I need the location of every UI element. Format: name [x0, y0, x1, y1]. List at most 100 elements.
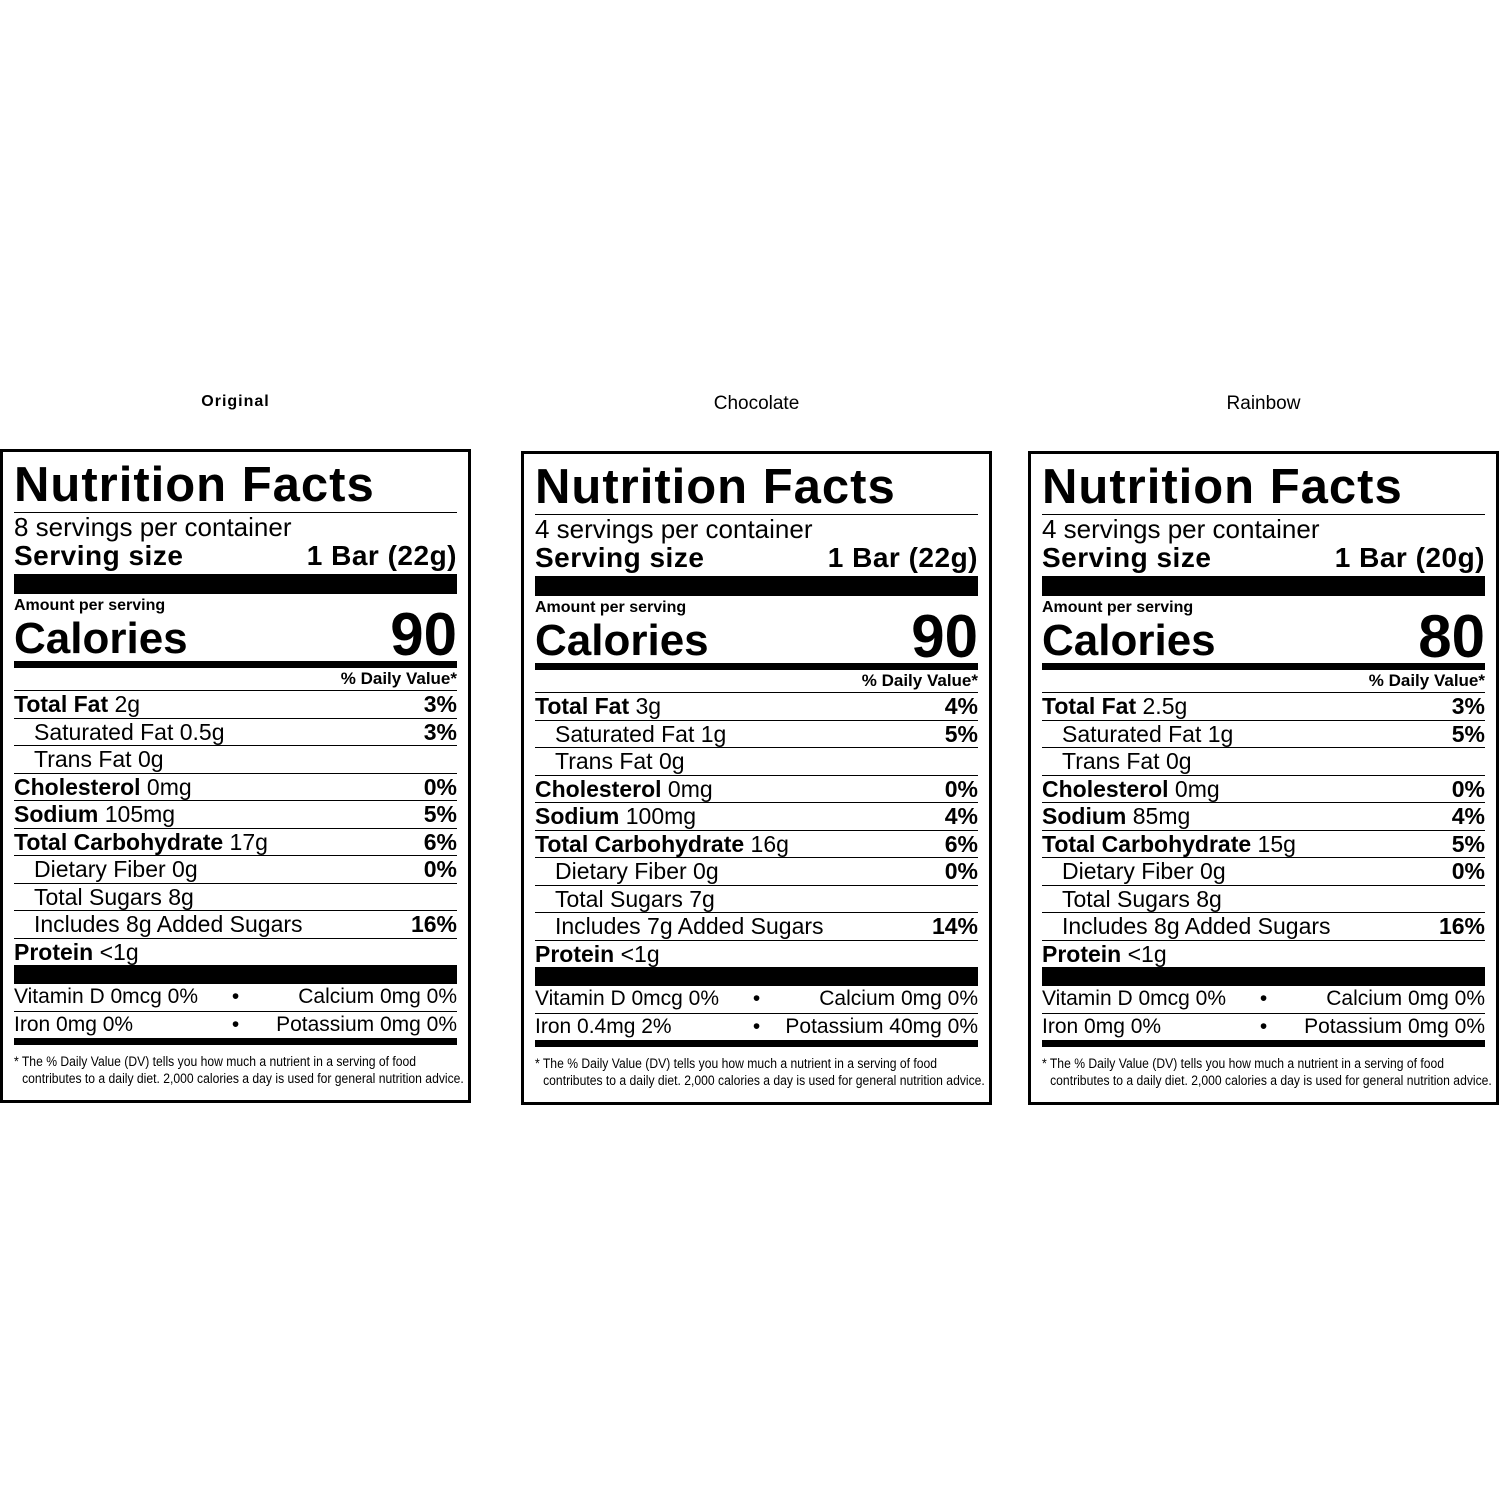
bullet: • — [752, 987, 761, 1010]
nutrient-label: Includes 8g Added Sugars — [1062, 913, 1331, 939]
nutrient-label: Cholesterol — [535, 775, 662, 802]
servings-per-container: 8 servings per container — [14, 512, 292, 542]
daily-value: 6% — [944, 830, 978, 857]
nutrient-row: Includes 8g Added Sugars 16% — [14, 910, 457, 938]
calories-value: 90 — [911, 603, 978, 670]
nutrient-amount: 0g — [1200, 858, 1226, 884]
nutrient-label: Includes 7g Added Sugars — [555, 913, 824, 939]
nutrient-name: Total Sugars 8g — [14, 884, 194, 911]
nutrient-name: Saturated Fat 1g — [1042, 721, 1233, 748]
vitamin-row: Vitamin D 0mcg 0% • Calcium 0mg 0% — [535, 986, 978, 1013]
daily-value: 5% — [1451, 720, 1485, 747]
nutrient-amount: 0g — [137, 746, 164, 772]
nutrient-name: Trans Fat 0g — [535, 748, 685, 775]
daily-value: 0% — [944, 775, 978, 802]
nutrient-label: Trans Fat — [34, 746, 132, 772]
nutrient-name: Total Sugars 8g — [1042, 886, 1222, 913]
nutrient-amount: 0g — [172, 856, 198, 882]
calories-value: 80 — [1418, 603, 1485, 670]
nutrient-row: Saturated Fat 0.5g 3% — [14, 717, 457, 746]
nutrient-row: Total Carbohydrate 17g 6% — [14, 827, 457, 856]
calories-value: 90 — [390, 601, 457, 668]
nutrient-label: Trans Fat — [555, 748, 653, 774]
nutrient-label: Saturated Fat — [34, 718, 174, 745]
daily-value: 5% — [423, 801, 457, 827]
vitamin: Iron 0.4mg 2% — [535, 1014, 672, 1038]
nutrient-row: Trans Fat 0g — [14, 745, 457, 773]
nutrition-label: Nutrition Facts 8 servings per container S… — [0, 449, 471, 1103]
daily-value: 0% — [1451, 858, 1485, 884]
nutrient-row: Dietary Fiber 0g 0% — [1042, 857, 1485, 885]
vitamin-row: Vitamin D 0mcg 0% • Calcium 0mg 0% — [1042, 986, 1485, 1013]
nutrient-row: Total Sugars 7g — [535, 884, 978, 913]
nutrient-name: Saturated Fat 1g — [535, 721, 726, 748]
nutrient-name: Saturated Fat 0.5g — [14, 719, 225, 746]
nutrient-row: Total Sugars 8g — [1042, 884, 1485, 913]
nutrient-name: Dietary Fiber 0g — [535, 858, 719, 885]
nutrient-amount: 0g — [658, 748, 685, 774]
divider — [1042, 576, 1485, 596]
nutrient-label: Dietary Fiber — [555, 858, 687, 884]
calories-row: Calories 80 — [1042, 607, 1485, 667]
nutrient-label: Cholesterol — [14, 773, 141, 800]
daily-value: 14% — [931, 913, 978, 939]
nutrient-name: Includes 7g Added Sugars — [535, 913, 824, 940]
nutrient-amount: 0.5g — [179, 718, 225, 745]
nutrient-amount: 7g — [689, 885, 715, 912]
nutrient-label: Sodium — [14, 801, 99, 827]
nutrient-row: Total Carbohydrate 16g 6% — [535, 829, 978, 858]
calories-label: Calories — [535, 616, 709, 665]
vitamin: Vitamin D 0mcg 0% — [14, 985, 199, 1008]
divider — [535, 967, 978, 986]
serving-size-value: 1 Bar (22g) — [827, 542, 978, 573]
daily-value: 16% — [1438, 913, 1485, 939]
nutrient-row: Sodium 105mg 5% — [14, 800, 457, 828]
nutrient-label: Total Fat — [14, 691, 109, 717]
nutrient-name: Total Fat 2.5g — [1042, 693, 1187, 720]
nutrient-label: Total Carbohydrate — [535, 830, 745, 857]
nutrient-row: Total Fat 2.5g 3% — [1042, 692, 1485, 720]
nutrient-name: Includes 8g Added Sugars — [1042, 913, 1331, 940]
nutrient-name: Cholesterol 0mg — [14, 774, 192, 801]
nutrition-label: Nutrition Facts 4 servings per container S… — [521, 451, 992, 1105]
nutrient-amount: 100mg — [625, 803, 697, 829]
nutrient-amount: 3g — [635, 693, 662, 719]
label-column: Original Nutrition Facts 8 servings per co… — [0, 390, 471, 1103]
footnote: * The % Daily Value (DV) tells you how m… — [535, 1055, 985, 1089]
nutrient-amount: 2.5g — [1142, 693, 1188, 719]
serving-size-value: 1 Bar (20g) — [1334, 542, 1485, 573]
nutrient-label: Total Sugars — [34, 883, 162, 910]
nutrient-name: Total Carbohydrate 17g — [14, 829, 268, 856]
daily-value: 0% — [423, 856, 457, 882]
vitamin: Calcium 0mg 0% — [819, 987, 978, 1010]
nutrient-row: Cholesterol 0mg 0% — [535, 774, 978, 803]
label-column: Chocolate Nutrition Facts 4 servings per c… — [521, 392, 992, 1105]
divider — [14, 574, 457, 594]
vitamin-row: Iron 0mg 0% • Potassium 0mg 0% — [14, 1010, 457, 1039]
nutrient-label: Total Fat — [535, 693, 630, 719]
nutrient-label: Includes 8g Added Sugars — [34, 911, 303, 937]
vitamin: Vitamin D 0mcg 0% — [1042, 987, 1227, 1010]
vitamin: Potassium 0mg 0% — [276, 1012, 457, 1036]
label-title: Nutrition Facts — [14, 458, 457, 513]
label-column: Rainbow Nutrition Facts 4 servings per con… — [1028, 392, 1499, 1105]
nutrient-name: Sodium 105mg — [14, 801, 175, 828]
bullet: • — [1259, 1014, 1268, 1038]
calories-label: Calories — [1042, 616, 1216, 665]
divider — [14, 965, 457, 984]
daily-value: 0% — [944, 858, 978, 884]
divider — [1042, 967, 1485, 986]
daily-value: 0% — [1451, 775, 1485, 802]
footnote-line: contributes to a daily diet. 2,000 calor… — [22, 1071, 464, 1086]
daily-value: 4% — [1451, 803, 1485, 829]
nutrient-label: Protein — [1042, 940, 1122, 967]
nutrient-amount: 0mg — [146, 773, 192, 800]
nutrient-row: Total Fat 3g 4% — [535, 692, 978, 720]
nutrient-amount: 2g — [114, 691, 141, 717]
divider — [535, 663, 978, 670]
vitamin-row: Vitamin D 0mcg 0% • Calcium 0mg 0% — [14, 984, 457, 1011]
nutrient-row: Includes 8g Added Sugars 16% — [1042, 912, 1485, 940]
vitamin: Vitamin D 0mcg 0% — [535, 987, 720, 1010]
nutrient-label: Total Fat — [1042, 693, 1137, 719]
daily-value-header: % Daily Value* — [340, 669, 457, 688]
